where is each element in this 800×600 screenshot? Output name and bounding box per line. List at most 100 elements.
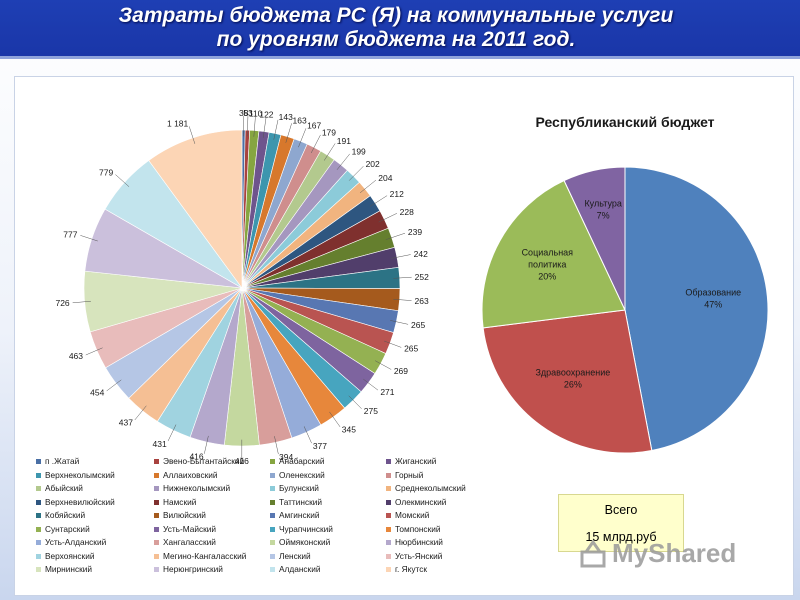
pie-data-label: 53 xyxy=(243,108,253,118)
legend-label: Олекминский xyxy=(395,496,447,507)
pie-data-label: 110 xyxy=(249,109,263,119)
legend-label: Ленский xyxy=(279,550,311,561)
legend-swatch xyxy=(386,513,391,519)
legend-label: Кобяйский xyxy=(45,510,86,520)
pie-leader-line xyxy=(336,153,350,170)
republic-pie-labels: Образование 47% Здравоохранение 26% Социальн… xyxy=(522,198,742,389)
pie-data-label: 454 xyxy=(90,388,104,398)
pie-data-label: 7% xyxy=(597,210,610,220)
legend-swatch xyxy=(270,499,275,505)
pie-leader-line xyxy=(329,411,341,428)
pie-leader-line xyxy=(363,378,379,391)
legend-swatch xyxy=(386,567,391,573)
pie-data-label: 1 181 xyxy=(167,119,189,129)
legend-swatch xyxy=(36,567,41,573)
legend-item: Верхнеколымский xyxy=(36,470,115,480)
pie-leader-line xyxy=(134,405,147,421)
pie-slice xyxy=(482,309,653,454)
pie-data-label: 265 xyxy=(411,320,425,330)
watermark: MyShared xyxy=(580,538,736,573)
legend-item: Момский xyxy=(386,510,429,520)
pie-data-label: 345 xyxy=(342,424,356,434)
legend-item: Томпонский xyxy=(386,524,440,534)
pie-data-label: 38 xyxy=(239,108,249,118)
legend-label: Намский xyxy=(163,496,197,507)
pie-data-label: 199 xyxy=(352,147,366,157)
legend-label: Анабарский xyxy=(279,456,325,466)
pie-data-label: 265 xyxy=(404,343,418,353)
legend-swatch xyxy=(386,486,391,492)
legend-item: Чурапчинский xyxy=(270,524,333,534)
legend-label: Мегино-Кангаласский xyxy=(163,550,247,561)
legend-item: Амгинский xyxy=(270,510,320,520)
pie-data-label: 269 xyxy=(394,366,408,376)
legend-item: Кобяйский xyxy=(36,510,85,520)
legend-item: п .Жатай xyxy=(36,456,79,466)
legend-label: Оленекский xyxy=(279,469,325,480)
legend-swatch xyxy=(36,486,41,492)
legend-label: Амгинский xyxy=(279,510,320,520)
pie-leader-line xyxy=(369,195,388,207)
pie-leader-line xyxy=(188,126,196,144)
legend-item: Верхоянский xyxy=(36,551,94,561)
pie-category-label: Культура xyxy=(584,198,621,208)
legend-item: Среднеколымский xyxy=(386,483,466,493)
pie-data-label: 167 xyxy=(307,121,321,131)
legend-swatch xyxy=(270,553,275,559)
pie-data-label: 726 xyxy=(55,298,69,308)
pie-data-label: 416 xyxy=(189,452,203,462)
pie-leader-line xyxy=(80,235,98,242)
pie-data-label: 163 xyxy=(293,115,307,125)
pie-leader-line xyxy=(385,232,406,240)
pie-leader-line xyxy=(167,424,177,442)
legend-item: Хангаласский xyxy=(154,537,216,547)
legend-item: Алданский xyxy=(270,564,320,574)
pie-leader-line xyxy=(273,119,279,140)
legend-label: Оймяконский xyxy=(279,537,331,547)
legend-item: Верхневилюйский xyxy=(36,497,115,507)
pie-leader-line xyxy=(384,340,402,348)
legend-label: Таттинский xyxy=(279,496,322,507)
legend-label: Усть-Алданский xyxy=(45,537,107,547)
legend-label: Чурапчинский xyxy=(279,523,333,534)
legend-label: Хангаласский xyxy=(163,537,216,547)
total-value: 15 млрд.руб xyxy=(585,530,657,544)
legend-item: Булунский xyxy=(270,483,319,493)
pie-leader-line xyxy=(348,166,364,181)
legend-swatch xyxy=(154,499,159,505)
legend-item: г. Якутск xyxy=(386,564,427,574)
pie-data-label: 26% xyxy=(564,380,582,390)
legend-item: Усть-Алданский xyxy=(36,537,106,547)
pie-leader-line xyxy=(298,128,307,148)
legend-label: Усть-Янский xyxy=(395,550,443,561)
legend-label: Среднеколымский xyxy=(395,483,466,493)
legend-swatch xyxy=(36,499,41,505)
legend-label: Абыйский xyxy=(45,483,83,493)
legend-swatch xyxy=(154,540,159,546)
legend-item: Намский xyxy=(154,497,196,507)
legend-item: Эвено-Бытантайский xyxy=(154,456,244,466)
legend-item: Усть-Янский xyxy=(386,551,442,561)
legend-item: Ленский xyxy=(270,551,311,561)
pie-data-label: 263 xyxy=(415,296,429,306)
legend-swatch xyxy=(386,553,391,559)
pie-leader-line xyxy=(323,143,336,161)
legend-item: Оленекский xyxy=(270,470,325,480)
pie-category-label: Социальная xyxy=(522,247,574,257)
legend-label: Мирнинский xyxy=(45,564,93,574)
legend-swatch xyxy=(154,513,159,519)
legend-item: Усть-Майский xyxy=(154,524,216,534)
legend-swatch xyxy=(154,472,159,478)
legend-swatch xyxy=(270,540,275,546)
pie-leader-line xyxy=(274,436,279,455)
pie-category-label: политика xyxy=(528,259,566,269)
pie-data-label: 437 xyxy=(119,417,133,427)
pie-slice xyxy=(624,166,769,452)
total-label: Всего xyxy=(604,503,638,517)
legend-label: Булунский xyxy=(279,483,319,493)
pie-leader-line xyxy=(262,117,267,138)
legend-item: Нерюнгринский xyxy=(154,564,223,574)
pie-data-label: 416 xyxy=(235,456,249,466)
pie-data-label: 179 xyxy=(322,127,336,137)
legend-swatch xyxy=(270,472,275,478)
